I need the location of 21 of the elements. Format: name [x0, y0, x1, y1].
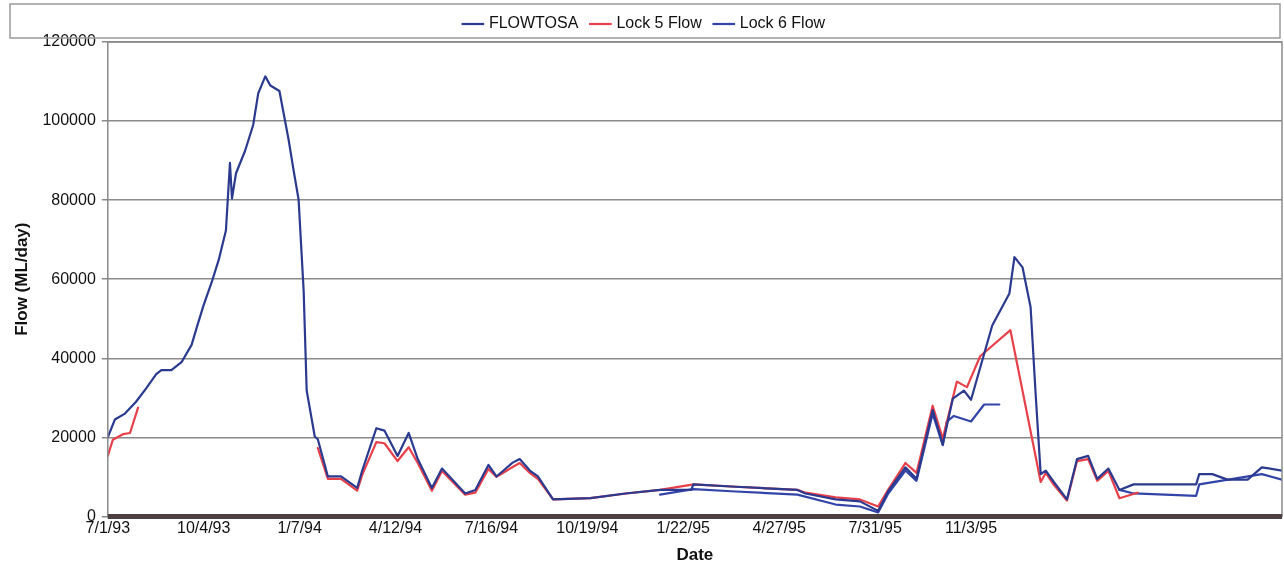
y-tick-label: 20000: [51, 427, 96, 445]
x-tick-label: 10/19/94: [556, 519, 619, 537]
legend-label: Lock 5 Flow: [616, 14, 703, 32]
x-tick-label: 7/1/93: [85, 519, 131, 537]
legend-label: Lock 6 Flow: [739, 14, 826, 32]
y-tick-label: 120000: [42, 32, 96, 50]
x-axis-title: Date: [676, 545, 714, 565]
x-tick-label: 7/31/95: [848, 519, 902, 537]
x-tick-label: 10/4/93: [177, 519, 231, 537]
x-tick-label: 4/27/95: [752, 519, 806, 537]
y-tick-label: 100000: [42, 111, 96, 129]
y-tick-label: 40000: [51, 348, 96, 366]
y-tick-label: 60000: [51, 269, 96, 287]
x-tick-label: 4/12/94: [368, 519, 423, 537]
x-tick-label: 11/3/95: [944, 519, 998, 537]
y-tick-label: 80000: [51, 190, 96, 208]
x-tick-label: 1/7/94: [277, 519, 322, 537]
x-tick-label: 1/22/95: [656, 519, 711, 537]
legend-label: FLOWTOSA: [488, 14, 579, 32]
y-axis-title: Flow (ML/day): [11, 222, 31, 336]
x-tick-label: 7/16/94: [464, 519, 519, 537]
